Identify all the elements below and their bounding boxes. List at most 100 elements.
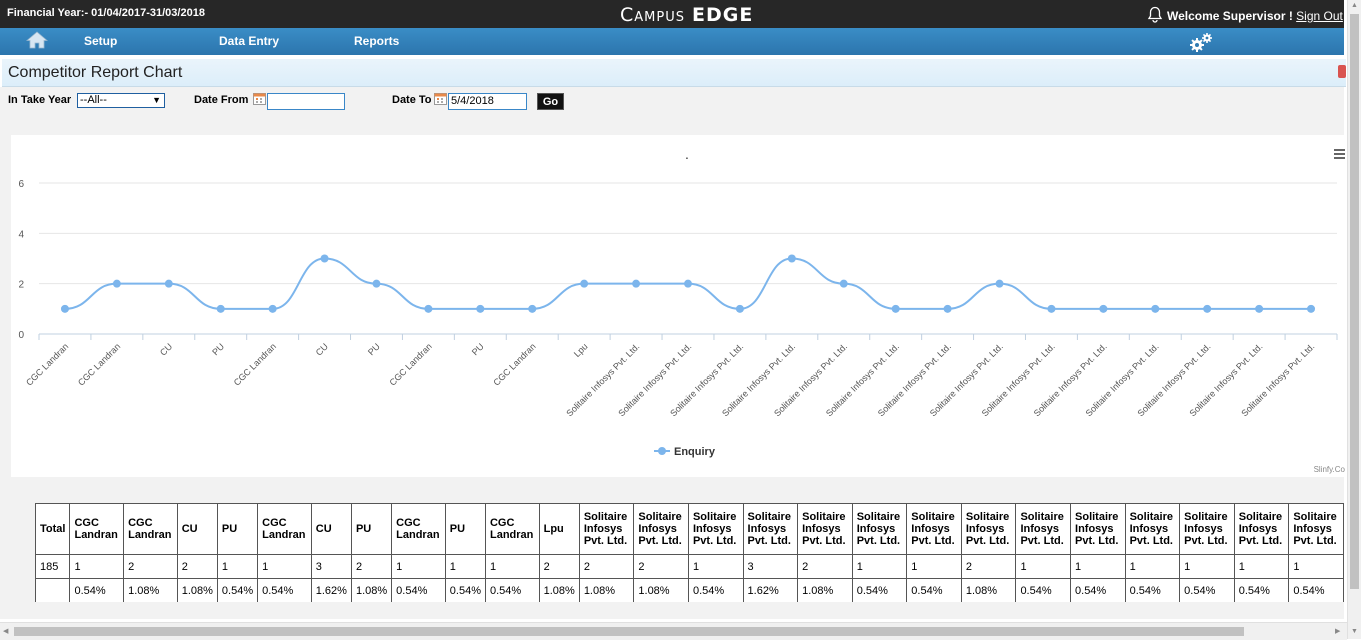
vertical-scrollbar[interactable]: ▲ ▼ — [1347, 0, 1361, 639]
chevron-down-icon: ▼ — [152, 95, 161, 105]
scroll-right-icon[interactable]: ▶ — [1335, 628, 1341, 635]
home-icon[interactable] — [26, 31, 48, 49]
nav-setup[interactable]: Setup — [84, 34, 118, 48]
page-title-bar: Competitor Report Chart — [2, 59, 1346, 87]
chart-credit[interactable]: Slinfy.Co — [1314, 465, 1346, 474]
data-point[interactable] — [580, 279, 589, 288]
x-tick-label: CGC Landran — [76, 341, 122, 387]
x-tick-label: CGC Landran — [491, 341, 537, 387]
data-point[interactable] — [943, 304, 952, 313]
intake-year-value: --All-- — [80, 94, 107, 106]
scroll-down-icon[interactable]: ▼ — [1351, 628, 1358, 635]
data-point[interactable] — [372, 279, 381, 288]
percent-cell: 0.54% — [1070, 578, 1126, 602]
top-header-bar: Financial Year:- 01/04/2017-31/03/2018 C… — [0, 0, 1344, 28]
data-point[interactable] — [216, 304, 225, 313]
calendar-icon[interactable] — [434, 93, 447, 105]
scroll-up-icon[interactable]: ▲ — [1351, 2, 1358, 9]
data-point[interactable] — [839, 279, 848, 288]
data-point[interactable] — [995, 279, 1004, 288]
column-header: Solitaire Infosys Pvt. Ltd. — [633, 503, 689, 555]
date-to-input[interactable]: 5/4/2018 — [448, 93, 527, 110]
table-header-row: Total CGC Landran CGC Landran CU PU CGC Land… — [35, 503, 1344, 555]
column-header: Solitaire Infosys Pvt. Ltd. — [1288, 503, 1344, 555]
column-header: CGC Landran — [391, 503, 446, 555]
data-point[interactable] — [1255, 304, 1264, 313]
intake-year-select[interactable]: --All-- ▼ — [77, 93, 165, 108]
calendar-icon[interactable] — [253, 93, 266, 105]
data-point[interactable] — [60, 304, 69, 313]
chart-title: . — [685, 146, 689, 162]
percent-cell: 1.62% — [310, 578, 352, 602]
percent-cell: 0.54% — [687, 578, 744, 602]
chart-legend[interactable]: Enquiry — [654, 446, 716, 458]
nav-data-entry[interactable]: Data Entry — [219, 34, 280, 48]
data-point[interactable] — [268, 304, 277, 313]
data-point[interactable] — [1203, 304, 1212, 313]
legend-label: Enquiry — [674, 446, 716, 458]
main-nav-bar: Setup Data Entry Reports — [0, 28, 1344, 55]
total-value: 185 — [35, 554, 71, 579]
column-header: Solitaire Infosys Pvt. Ltd. — [851, 503, 908, 555]
data-point[interactable] — [320, 254, 329, 263]
data-point[interactable] — [528, 304, 537, 313]
data-point[interactable] — [112, 279, 121, 288]
column-header: Solitaire Infosys Pvt. Ltd. — [1070, 503, 1126, 555]
data-point[interactable] — [1307, 304, 1316, 313]
data-point[interactable] — [735, 304, 744, 313]
total-empty-cell — [35, 578, 71, 602]
count-cell: 1 — [1124, 554, 1181, 579]
count-cell: 2 — [123, 554, 178, 579]
total-header: Total — [35, 503, 71, 555]
nav-reports[interactable]: Reports — [354, 34, 400, 48]
percent-cell: 0.54% — [1015, 578, 1072, 602]
y-tick-label: 4 — [18, 229, 24, 240]
data-point[interactable] — [1151, 304, 1160, 313]
gear-icon[interactable] — [1188, 31, 1214, 53]
column-header: CGC Landran — [484, 503, 540, 555]
column-header: CGC Landran — [69, 503, 125, 555]
percent-cell: 0.54% — [1288, 578, 1344, 602]
data-point[interactable] — [787, 254, 796, 263]
count-cell: 1 — [1288, 554, 1344, 579]
count-cell: 1 — [216, 554, 259, 579]
count-cell: 1 — [906, 554, 962, 579]
legend-marker — [658, 447, 666, 455]
close-icon[interactable] — [1338, 65, 1346, 78]
vertical-scroll-thumb[interactable] — [1350, 14, 1359, 589]
filter-bar: In Take Year --All-- ▼ Date From Date To… — [0, 87, 1344, 129]
count-cell: 1 — [1179, 554, 1235, 579]
column-header: PU — [444, 503, 486, 555]
financial-year-text: Financial Year:- 01/04/2017-31/03/2018 — [7, 7, 205, 19]
data-point[interactable] — [1047, 304, 1056, 313]
count-cell: 1 — [851, 554, 908, 579]
data-point[interactable] — [891, 304, 900, 313]
go-button[interactable]: Go — [537, 93, 564, 110]
column-header: Solitaire Infosys Pvt. Ltd. — [1233, 503, 1290, 555]
data-point[interactable] — [684, 279, 692, 288]
horizontal-scroll-thumb[interactable] — [14, 627, 1244, 636]
y-tick-label: 6 — [18, 179, 24, 190]
bell-icon[interactable] — [1147, 6, 1163, 23]
data-point[interactable] — [164, 279, 173, 288]
chart-menu-icon[interactable] — [1334, 149, 1345, 159]
count-cell: 1 — [444, 554, 486, 579]
horizontal-scrollbar[interactable]: ◀ ▶ — [0, 622, 1347, 640]
column-header: Solitaire Infosys Pvt. Ltd. — [1124, 503, 1181, 555]
column-header: Solitaire Infosys Pvt. Ltd. — [687, 503, 744, 555]
count-cell: 2 — [538, 554, 580, 579]
data-point[interactable] — [476, 304, 485, 313]
column-header: Solitaire Infosys Pvt. Ltd. — [1015, 503, 1072, 555]
sign-out-link[interactable]: Sign Out — [1296, 9, 1343, 23]
data-point[interactable] — [424, 304, 433, 313]
count-cell: 2 — [797, 554, 853, 579]
data-point[interactable] — [632, 279, 641, 288]
date-to-label: Date To — [392, 94, 432, 106]
percent-cell: 0.54% — [906, 578, 962, 602]
percent-cell: 1.62% — [742, 578, 799, 602]
count-cell: 3 — [310, 554, 352, 579]
scroll-left-icon[interactable]: ◀ — [3, 628, 9, 635]
date-from-input[interactable] — [267, 93, 345, 110]
data-point[interactable] — [1099, 304, 1108, 313]
page-title: Competitor Report Chart — [8, 64, 183, 81]
